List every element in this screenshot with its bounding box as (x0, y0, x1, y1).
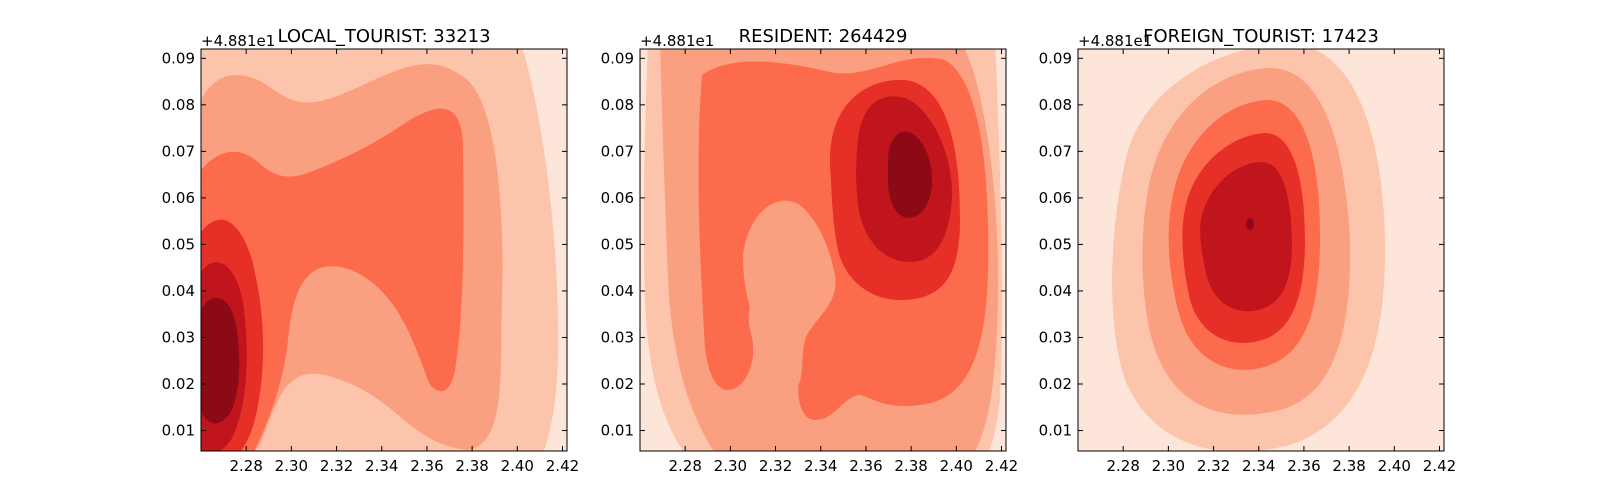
y-tick-label: 0.06 (601, 189, 634, 207)
x-axis-ticks: 2.28 2.30 2.32 2.34 2.36 2.38 2.40 2.42 (668, 49, 1018, 475)
y-tick-label: 0.01 (1039, 422, 1072, 440)
x-tick-label: 2.28 (1106, 457, 1139, 475)
x-tick-label: 2.40 (501, 457, 534, 475)
contour-level-3 (201, 108, 464, 451)
y-tick-label: 0.09 (601, 49, 634, 67)
x-tick-label: 2.28 (668, 457, 701, 475)
y-tick-label: 0.09 (1039, 49, 1072, 67)
x-tick-label: 2.28 (229, 457, 262, 475)
x-axis-ticks: 2.28 2.30 2.32 2.34 2.36 2.38 2.40 2.42 (229, 49, 579, 475)
panel-resident: 2.28 2.30 2.32 2.34 2.36 2.38 2.40 2.42 0.010.0… (601, 26, 1019, 475)
contour-level-2b (742, 200, 836, 393)
y-tick-label: 0.02 (162, 375, 195, 393)
contour-level-6 (888, 131, 932, 218)
x-tick-label: 2.40 (1378, 457, 1411, 475)
y-offset-label: +4.881e1 (640, 32, 714, 50)
y-tick-label: 0.04 (162, 282, 195, 300)
x-tick-label: 2.36 (1287, 457, 1320, 475)
y-tick-label: 0.04 (601, 282, 634, 300)
y-tick-label: 0.06 (162, 189, 195, 207)
y-tick-label: 0.03 (162, 328, 195, 346)
x-tick-label: 2.36 (849, 457, 882, 475)
x-tick-label: 2.30 (1152, 457, 1185, 475)
y-axis-ticks: 0.01 0.02 0.03 0.04 0.05 0.06 0.07 0.08 0.09 (601, 49, 1006, 440)
y-tick-label: 0.07 (162, 142, 195, 160)
x-tick-label: 2.30 (275, 457, 308, 475)
chart-title: RESIDENT: 264429 (739, 26, 908, 47)
x-tick-label: 2.38 (455, 457, 488, 475)
x-tick-label: 2.40 (940, 457, 973, 475)
x-tick-label: 2.34 (1242, 457, 1275, 475)
y-tick-label: 0.02 (1039, 375, 1072, 393)
y-tick-label: 0.01 (601, 422, 634, 440)
contour-fill-foreign-tourist (1078, 49, 1444, 451)
x-tick-label: 2.32 (1197, 457, 1230, 475)
x-tick-label: 2.34 (804, 457, 837, 475)
y-tick-label: 0.07 (601, 142, 634, 160)
y-tick-label: 0.08 (1039, 96, 1072, 114)
axes-frame (639, 48, 1007, 452)
y-tick-label: 0.01 (162, 422, 195, 440)
contour-fill-resident (640, 49, 1006, 451)
y-tick-label: 0.03 (1039, 328, 1072, 346)
y-tick-label: 0.06 (1039, 189, 1072, 207)
axes-frame (1077, 48, 1445, 452)
chart-title: FOREIGN_TOURIST: 17423 (1143, 26, 1379, 47)
y-tick-label: 0.02 (601, 375, 634, 393)
y-axis-ticks: 0.01 0.02 0.03 0.04 0.05 0.06 0.07 0.08 0.09 (162, 49, 567, 440)
x-tick-label: 2.32 (759, 457, 792, 475)
contour-level-6 (1246, 218, 1254, 230)
x-tick-label: 2.32 (320, 457, 353, 475)
contour-level-6 (201, 297, 240, 424)
x-tick-label: 2.42 (546, 457, 579, 475)
y-tick-label: 0.05 (601, 235, 634, 253)
y-offset-label: +4.881e1 (1078, 32, 1152, 50)
y-tick-label: 0.03 (601, 328, 634, 346)
x-tick-label: 2.38 (894, 457, 927, 475)
y-tick-label: 0.04 (1039, 282, 1072, 300)
panel-local-tourist: 2.28 2.30 2.32 2.34 2.36 2.38 2.40 2.42 0.010.0… (162, 26, 580, 475)
contour-level-5 (1200, 162, 1292, 312)
axes-frame (200, 48, 568, 452)
y-tick-label: 0.09 (162, 49, 195, 67)
y-axis-ticks: 0.01 0.02 0.03 0.04 0.05 0.06 0.07 0.08 0.09 (1039, 49, 1444, 440)
x-tick-label: 2.34 (365, 457, 398, 475)
chart-title: LOCAL_TOURIST: 33213 (277, 26, 490, 47)
y-tick-label: 0.05 (1039, 235, 1072, 253)
contour-fill-local-tourist (201, 49, 567, 451)
panel-foreign-tourist: 2.28 2.30 2.32 2.34 2.36 2.38 2.40 2.42 0.010.0… (1039, 26, 1457, 475)
x-tick-label: 2.38 (1332, 457, 1365, 475)
y-tick-label: 0.05 (162, 235, 195, 253)
y-offset-label: +4.881e1 (201, 32, 275, 50)
y-tick-label: 0.08 (601, 96, 634, 114)
x-axis-ticks: 2.28 2.30 2.32 2.34 2.36 2.38 2.40 2.42 (1106, 49, 1456, 475)
x-tick-label: 2.36 (410, 457, 443, 475)
x-tick-label: 2.30 (714, 457, 747, 475)
x-tick-label: 2.42 (985, 457, 1018, 475)
y-tick-label: 0.07 (1039, 142, 1072, 160)
x-tick-label: 2.42 (1423, 457, 1456, 475)
y-tick-label: 0.08 (162, 96, 195, 114)
